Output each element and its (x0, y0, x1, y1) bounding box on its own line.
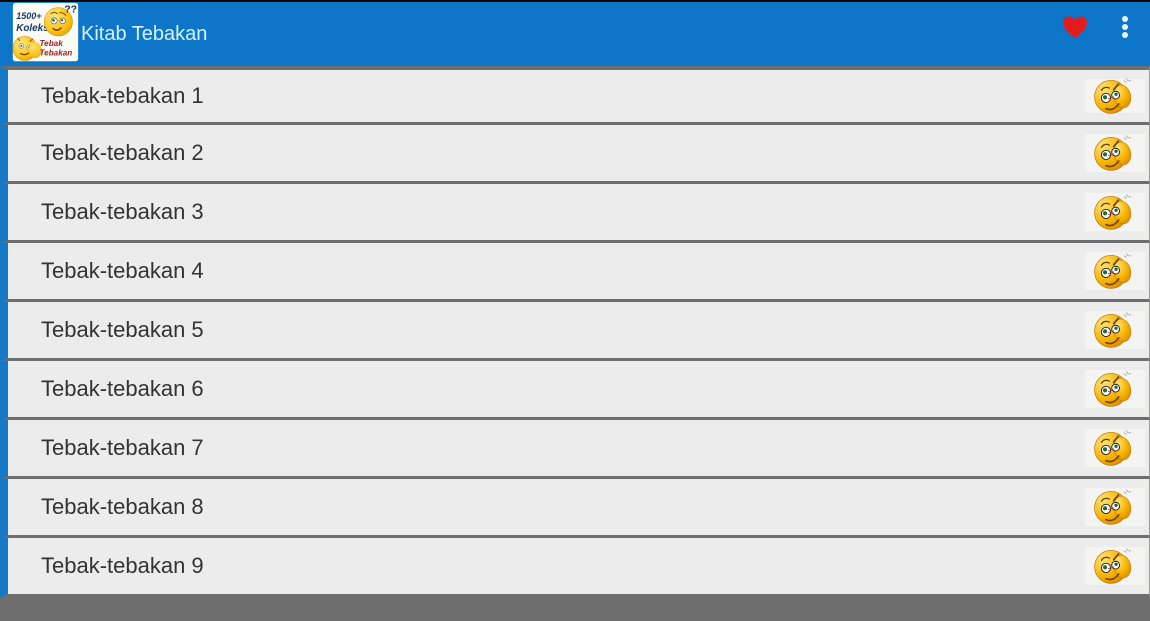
svg-text:Tebakan: Tebakan (39, 48, 72, 57)
svg-text:1500+: 1500+ (16, 11, 42, 21)
svg-text:??: ?? (64, 4, 77, 15)
svg-text:Tebak: Tebak (39, 39, 63, 48)
